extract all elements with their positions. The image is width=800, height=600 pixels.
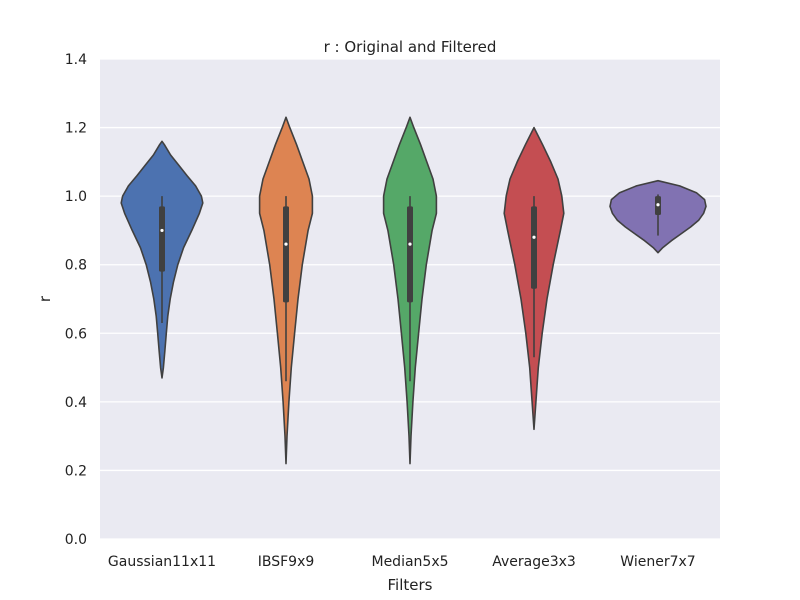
violins: [120, 116, 707, 465]
violin-Average3x3: [503, 126, 565, 431]
y-tick-label: 0.4: [65, 395, 87, 411]
x-tick-label: Wiener7x7: [620, 554, 695, 570]
violin-median: [656, 203, 660, 207]
violin-iqr-box: [283, 206, 289, 303]
violin-Wiener7x7: [609, 179, 707, 254]
violin-Median5x5: [382, 116, 438, 465]
violin-median: [408, 242, 412, 246]
y-tick-label: 0.2: [65, 463, 87, 479]
violin-median: [160, 228, 164, 233]
violin-iqr-box: [407, 206, 413, 303]
violin-median: [284, 242, 288, 246]
x-tick-labels: Gaussian11x11 IBSF9x9 Median5x5 Average3x3 W…: [108, 554, 696, 570]
y-tick-label: 0.0: [65, 532, 87, 548]
x-tick-label: Gaussian11x11: [108, 554, 216, 570]
x-tick-label: Median5x5: [371, 554, 448, 570]
violin-Gaussian11x11: [120, 140, 204, 379]
violin-iqr-box: [531, 206, 537, 289]
violin-median: [532, 235, 536, 239]
y-tick-label: 0.6: [65, 326, 87, 342]
y-tick-label: 1.2: [65, 121, 87, 137]
y-axis-label: r: [36, 295, 54, 302]
x-tick-label: Average3x3: [492, 554, 576, 570]
y-tick-label: 1.4: [65, 52, 87, 68]
y-tick-label: 1.0: [65, 189, 87, 205]
violin-IBSF9x9: [258, 116, 314, 465]
x-axis-label: Filters: [388, 576, 433, 594]
violin-iqr-box: [159, 206, 165, 272]
x-tick-label: IBSF9x9: [258, 554, 315, 570]
y-tick-label: 0.8: [65, 258, 87, 274]
chart-title: r : Original and Filtered: [324, 38, 497, 56]
y-tick-labels: 0.0 0.2 0.4 0.6 0.8 1.0 1.2 1.4: [65, 52, 87, 548]
